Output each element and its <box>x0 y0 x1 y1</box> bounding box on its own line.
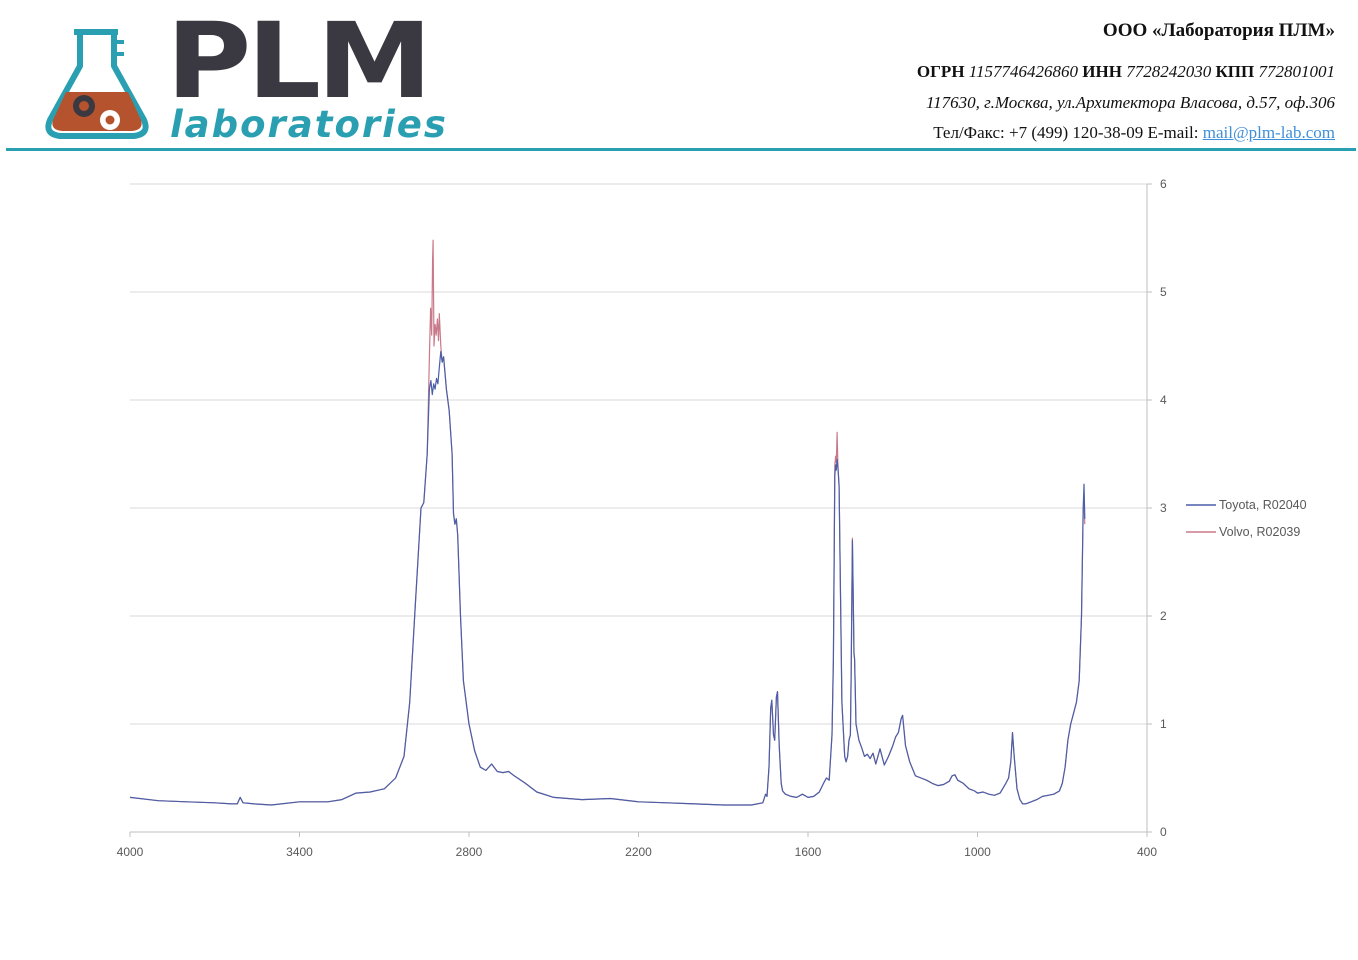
x-tick-label: 2200 <box>625 845 652 859</box>
legend-label: Volvo, R02039 <box>1219 525 1300 539</box>
company-address: 117630, г.Москва, ул.Архитектора Власова… <box>925 93 1335 112</box>
series-line-1 <box>129 239 1086 806</box>
company-name: ООО «Лаборатория ПЛМ» <box>1102 20 1335 41</box>
y-tick-label: 2 <box>1160 609 1167 623</box>
kpp-label: КПП <box>1215 62 1255 81</box>
legend-label: Toyota, R02040 <box>1219 498 1307 512</box>
company-registration: ОГРН 1157746426860 ИНН 7728242030 КПП 77… <box>917 62 1335 82</box>
y-tick-label: 5 <box>1160 285 1167 299</box>
logo-wordmark: PLM <box>166 0 433 122</box>
y-tick-label: 3 <box>1160 501 1167 515</box>
y-tick-label: 4 <box>1160 393 1167 407</box>
email-link[interactable]: mail@plm-lab.com <box>1202 123 1335 142</box>
letterhead: PLM laboratories ООО «Лаборатория ПЛМ» О… <box>0 0 1358 160</box>
phone-text: Тел/Факс: +7 (499) 120-38-09 E-mail: <box>933 123 1199 142</box>
legend: Toyota, R02040 Volvo, R02039 <box>1186 498 1307 539</box>
x-tick-label: 4000 <box>117 845 144 859</box>
kpp-value: 772801001 <box>1258 62 1336 81</box>
axes: 0 1 2 3 4 5 6 4000 3400 2800 2200 1600 1000 400 <box>117 177 1167 859</box>
company-contact: Тел/Факс: +7 (499) 120-38-09 E-mail: mai… <box>933 123 1335 143</box>
inn-value: 7728242030 <box>1126 62 1212 81</box>
y-tick-label: 6 <box>1160 177 1167 191</box>
gridlines <box>130 183 1147 725</box>
series-line-0 <box>129 350 1086 806</box>
spectrum-chart: 0 1 2 3 4 5 6 4000 3400 2800 2200 1600 1000 400 Toyot… <box>117 177 1307 859</box>
ogrn-label: ОГРН <box>916 62 965 81</box>
x-tick-label: 1600 <box>795 845 822 859</box>
ogrn-value: 1157746426860 <box>968 62 1079 81</box>
x-tick-label: 1000 <box>964 845 991 859</box>
x-tick-label: 2800 <box>456 845 483 859</box>
header-divider <box>6 148 1356 151</box>
y-tick-label: 0 <box>1160 825 1167 839</box>
x-tick-label: 3400 <box>286 845 313 859</box>
inn-label: ИНН <box>1082 62 1122 81</box>
x-tick-label: 400 <box>1137 845 1157 859</box>
flask-logo-icon <box>45 29 149 139</box>
series-lines <box>129 239 1086 806</box>
logo-subtitle: laboratories <box>170 103 448 146</box>
y-tick-label: 1 <box>1160 717 1167 731</box>
